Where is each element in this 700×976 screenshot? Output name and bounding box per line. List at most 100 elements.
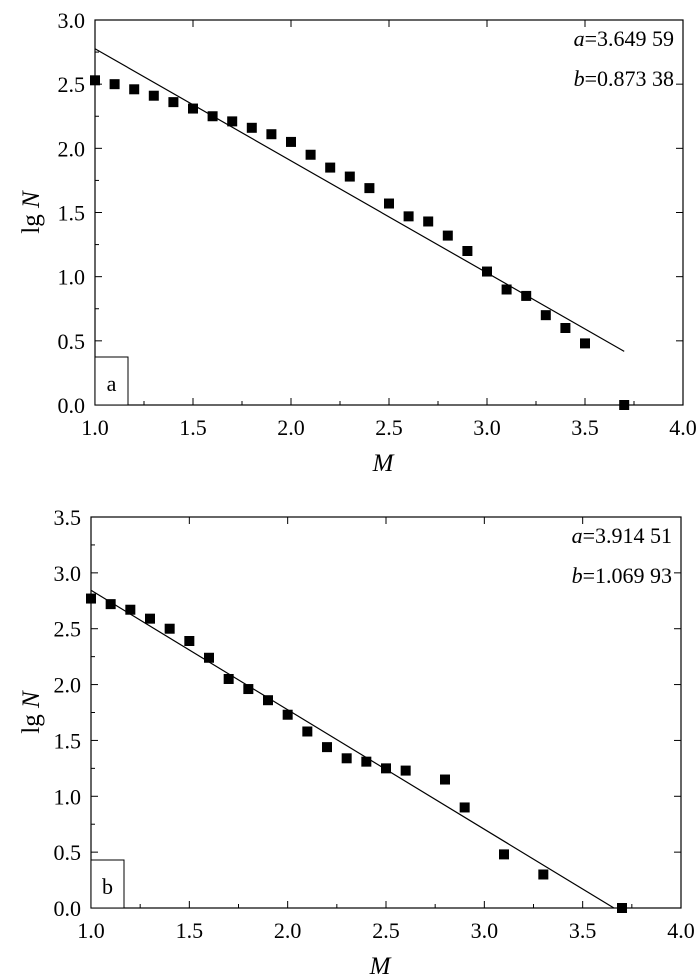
panel-tag-box: [90, 859, 125, 909]
y-tick-label: 1.5: [58, 201, 86, 226]
x-tick-label: 1.5: [176, 918, 204, 943]
x-tick-label: 3.5: [569, 918, 597, 943]
x-tick-label: 1.0: [77, 918, 105, 943]
coefficient-a: a=3.649 59: [574, 26, 674, 51]
data-point: [204, 652, 214, 663]
data-point: [246, 122, 257, 133]
data-point: [168, 97, 179, 108]
x-tick-label: 2.5: [375, 415, 403, 440]
y-axis-title: lg N: [18, 690, 45, 734]
data-point: [560, 323, 571, 333]
data-point: [325, 162, 336, 173]
x-tick-label: 3.0: [473, 415, 501, 440]
data-point: [462, 246, 473, 256]
y-tick-label: 0.5: [54, 840, 82, 865]
data-point: [129, 84, 140, 95]
coefficient-var: b: [574, 66, 585, 91]
data-point: [538, 869, 549, 880]
data-point: [164, 623, 175, 634]
y-tick-label: 2.0: [58, 136, 86, 161]
data-point: [499, 849, 509, 860]
data-point: [223, 673, 234, 684]
y-axis-title-var: N: [18, 190, 45, 209]
data-point: [302, 726, 313, 737]
data-point: [90, 75, 100, 86]
y-tick-label: 0.0: [54, 896, 82, 921]
data-point: [263, 695, 273, 706]
data-point: [243, 684, 254, 695]
data-point: [482, 266, 492, 277]
coefficient-value: =3.914 51: [583, 523, 672, 548]
y-tick-label: 3.5: [54, 505, 82, 530]
x-tick-label: 2.5: [372, 918, 400, 943]
x-axis-title: M: [369, 953, 392, 976]
data-point: [188, 103, 198, 114]
coefficient-value: =3.649 59: [585, 26, 674, 51]
x-tick-label: 3.0: [471, 918, 499, 943]
data-point: [403, 211, 414, 222]
y-tick-label: 2.5: [54, 617, 82, 642]
x-tick-label: 2.0: [277, 415, 305, 440]
data-point: [364, 183, 375, 194]
data-point: [148, 90, 159, 101]
panel-a: 1.0 1.5 2.0 2.5 3.0 3.5 4.0 0.0 0.5 1.0 1.5 2.0 2.5 3…: [18, 8, 697, 477]
y-tick-label: 3.0: [58, 8, 86, 33]
data-point: [305, 149, 316, 160]
y-tick-label: 3.0: [54, 561, 82, 586]
data-point: [86, 593, 96, 604]
y-tick-label: 0.5: [58, 329, 86, 354]
data-point: [384, 198, 394, 209]
x-tick-label: 4.0: [667, 918, 695, 943]
fit-line: [94, 48, 625, 352]
coefficient-var: b: [572, 563, 583, 588]
data-point: [400, 765, 411, 776]
panel-tag-label: a: [107, 371, 117, 396]
data-point: [423, 216, 434, 227]
data-point: [540, 310, 551, 321]
coefficient-var: a: [572, 523, 583, 548]
fit-line: [90, 589, 615, 909]
coefficient-value: =0.873 38: [585, 66, 674, 91]
x-tick-label: 1.5: [179, 415, 207, 440]
data-point: [322, 742, 332, 753]
coefficient-a: a=3.914 51: [572, 523, 672, 548]
panel-tag-label: b: [102, 874, 113, 899]
data-point: [381, 763, 391, 774]
data-point: [459, 802, 470, 813]
y-tick-label: 0.0: [58, 393, 86, 418]
y-axis-title: lg N: [18, 190, 45, 234]
data-point: [105, 599, 116, 610]
y-axis-title-prefix: lg: [18, 208, 45, 234]
x-axis-title: M: [372, 450, 395, 477]
data-point: [521, 290, 532, 301]
y-tick-label: 1.0: [54, 784, 82, 809]
y-tick-label: 2.5: [58, 72, 86, 97]
y-axis-title-prefix: lg: [18, 708, 45, 734]
data-point: [617, 903, 627, 913]
data-point: [207, 111, 218, 122]
data-point: [361, 756, 372, 767]
coefficient-value: =1.069 93: [583, 563, 672, 588]
x-tick-label: 4.0: [669, 415, 697, 440]
data-point: [184, 636, 195, 647]
data-point: [266, 129, 277, 140]
coefficient-var: a: [574, 26, 585, 51]
data-point: [344, 171, 355, 182]
data-point: [501, 284, 512, 295]
data-point: [109, 79, 120, 90]
data-point: [227, 116, 238, 127]
y-tick-label: 1.5: [54, 728, 82, 753]
x-tick-label: 1.0: [81, 415, 109, 440]
data-point: [619, 400, 630, 410]
panel-b: 1.0 1.5 2.0 2.5 3.0 3.5 4.0 0.0 0.5 1.0 1.5 2.0 2.5 3…: [18, 505, 695, 976]
data-point: [442, 230, 453, 241]
y-tick-label: 1.0: [58, 265, 86, 290]
data-point: [125, 604, 136, 615]
data-point: [580, 338, 590, 349]
panel-tag-box: [94, 356, 129, 406]
data-point: [286, 136, 296, 147]
data-point: [145, 613, 155, 624]
x-tick-label: 2.0: [274, 918, 302, 943]
data-point: [341, 753, 352, 764]
